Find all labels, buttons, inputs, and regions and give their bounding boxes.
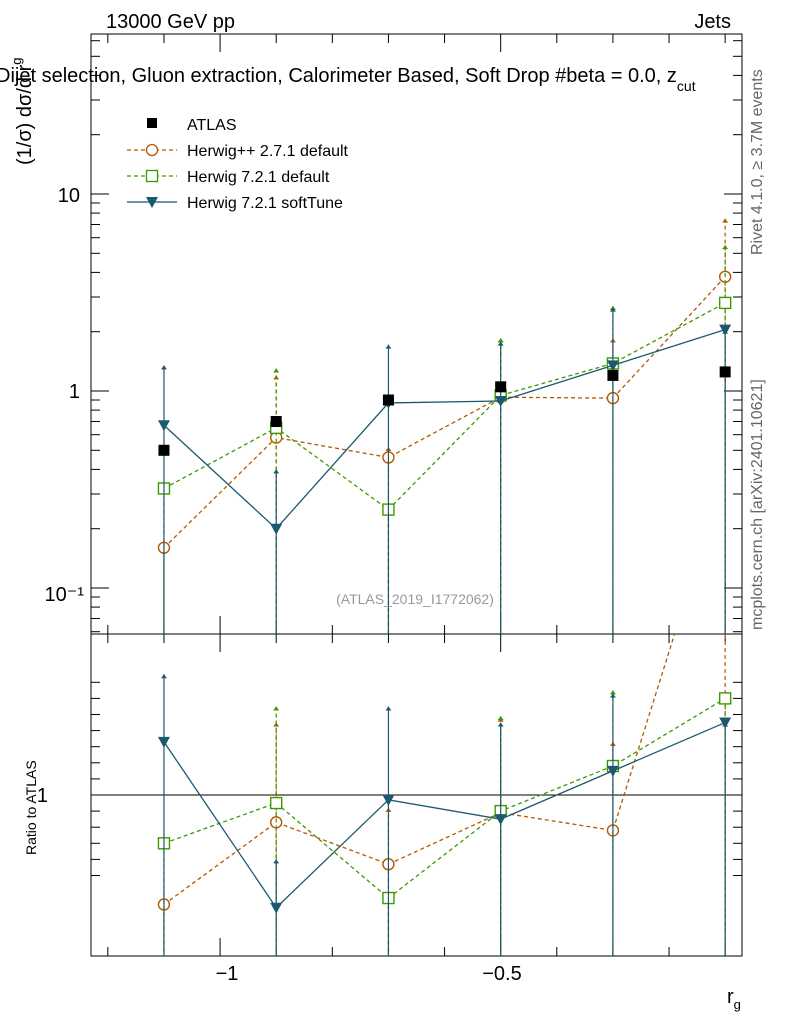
legend-marker-atlas xyxy=(147,118,157,128)
legend-item-h7soft: Herwig 7.2.1 softTune xyxy=(127,195,343,212)
ratio-marker-h7def xyxy=(269,796,283,810)
legend-label-h7def: Herwig 7.2.1 default xyxy=(187,169,330,186)
ratio-marker-h7soft xyxy=(157,736,170,748)
ratio-marker-h7def xyxy=(718,692,732,705)
x-tick-label-minus1: −1 xyxy=(216,963,239,985)
plot-title: Dijet selection, Gluon extraction, Calor… xyxy=(0,65,696,94)
legend-label-h7soft: Herwig 7.2.1 softTune xyxy=(187,195,343,212)
legend-marker-h7soft xyxy=(146,197,158,208)
legend-marker-hpp xyxy=(145,143,159,157)
ratio-series-h7soft xyxy=(157,674,732,956)
main-marker-h7soft xyxy=(606,360,619,372)
main-marker-atlas xyxy=(607,369,619,381)
ratio-errorcap-h7def xyxy=(609,690,616,695)
main-errorcap-h7soft xyxy=(385,344,392,349)
mcplots-label: mcplots.cern.ch [arXiv:2401.10621] xyxy=(749,379,766,630)
ratio-y-tick-label-1: 1 xyxy=(37,785,48,807)
ratio-series-hpp xyxy=(157,634,726,956)
plot-title-main: Dijet selection, Gluon extraction, Calor… xyxy=(0,65,677,87)
ratio-errorcap-h7soft xyxy=(160,674,167,679)
y-tick-label-1: 1 xyxy=(69,381,80,403)
legend-label-atlas: ATLAS xyxy=(187,117,237,134)
main-marker-atlas xyxy=(158,444,170,456)
main-series-hpp xyxy=(157,218,732,634)
main-marker-atlas xyxy=(382,394,394,406)
ratio-y-axis-label: Ratio to ATLAS xyxy=(23,760,39,855)
legend-marker-h7def xyxy=(145,169,159,183)
main-series-h7def xyxy=(157,245,732,634)
main-marker-h7def xyxy=(718,296,732,310)
main-marker-atlas xyxy=(270,416,282,428)
ratio-line-h7soft xyxy=(163,721,726,909)
energy-label: 13000 GeV pp xyxy=(106,11,235,33)
main-marker-atlas xyxy=(495,381,507,393)
main-errorcap-h7def xyxy=(273,368,280,373)
x-axis-label-text: r xyxy=(727,986,734,1008)
main-errorcap-hpp xyxy=(722,218,729,223)
main-errorcap-h7soft xyxy=(609,307,616,312)
ratio-errorcap-hpp xyxy=(273,722,280,727)
ratio-line-h7def xyxy=(163,697,726,899)
ratio-marker-h7soft xyxy=(494,814,507,826)
legend-item-hpp: Herwig++ 2.7.1 default xyxy=(127,143,349,160)
rivet-version-label: Rivet 4.1.0, ≥ 3.7M events xyxy=(749,69,766,255)
legend-label-hpp: Herwig++ 2.7.1 default xyxy=(187,143,349,160)
ratio-errorcap-h7soft xyxy=(385,706,392,711)
main-errorcap-h7soft xyxy=(273,469,280,474)
legend-item-h7def: Herwig 7.2.1 default xyxy=(127,169,330,186)
main-line-h7def xyxy=(163,302,726,511)
main-marker-h7soft xyxy=(157,420,170,432)
main-errorcap-h7soft xyxy=(497,341,504,346)
ratio-errorcap-h7soft xyxy=(609,693,616,698)
process-label: Jets xyxy=(694,11,731,33)
main-y-axis-label-sub: g xyxy=(9,58,24,65)
ratio-marker-h7soft xyxy=(382,794,395,806)
ratio-errorcap-h7soft xyxy=(273,859,280,864)
main-marker-h7soft xyxy=(270,523,283,535)
ratio-errorcap-h7soft xyxy=(497,722,504,727)
plot-title-sub: cut xyxy=(677,78,696,94)
main-series-atlas xyxy=(158,366,731,456)
main-data-layer xyxy=(157,218,732,634)
main-errorcap-h7def xyxy=(497,338,504,343)
x-tick-label-minus0.5: −0.5 xyxy=(482,963,521,985)
y-tick-label-10: 10 xyxy=(58,185,80,207)
main-series-h7soft xyxy=(157,307,732,634)
ratio-series-h7def xyxy=(157,690,732,956)
ratio-marker-h7soft xyxy=(270,902,283,914)
main-marker-h7soft xyxy=(494,395,507,407)
analysis-watermark: (ATLAS_2019_I1772062) xyxy=(336,591,494,607)
x-axis-label-sub: g xyxy=(734,997,741,1012)
legend-item-atlas: ATLAS xyxy=(147,117,237,134)
ratio-errorcap-h7def xyxy=(273,706,280,711)
main-y-axis-label-text: (1/σ) dσ/d r xyxy=(14,64,36,165)
ratio-errorcap-h7def xyxy=(497,716,504,721)
ratio-marker-h7soft xyxy=(606,765,619,777)
ratio-line-hpp xyxy=(163,634,676,906)
main-marker-atlas xyxy=(719,366,731,378)
main-line-hpp xyxy=(163,276,726,549)
y-tick-label-0.1: 10⁻¹ xyxy=(45,584,85,606)
ratio-marker-h7soft xyxy=(719,717,732,729)
x-axis-label: rg xyxy=(727,986,741,1012)
main-errorcap-h7soft xyxy=(160,365,167,370)
main-errorcap-h7def xyxy=(722,245,729,250)
main-y-axis-label: (1/σ) dσ/d rg xyxy=(9,58,36,166)
ratio-data-layer xyxy=(157,634,732,956)
main-line-h7soft xyxy=(163,328,726,530)
main-marker-h7soft xyxy=(719,324,732,336)
legend: ATLAS Herwig++ 2.7.1 default Herwig 7.2.… xyxy=(127,117,349,212)
